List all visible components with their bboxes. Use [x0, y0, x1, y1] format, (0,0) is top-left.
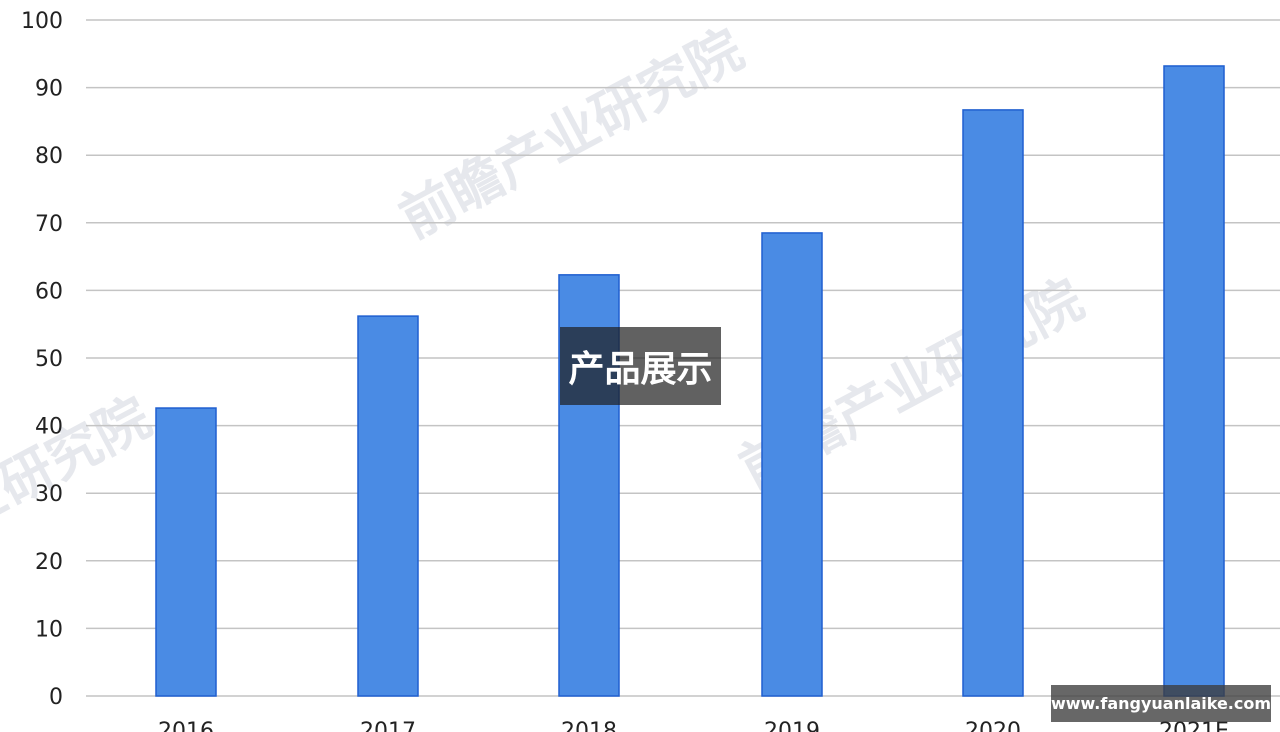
bar-2020	[962, 109, 1024, 697]
y-tick-label: 10	[35, 617, 63, 642]
x-tick-label: 2018	[561, 719, 617, 732]
y-tick-label: 30	[35, 482, 63, 507]
bar-2017	[357, 315, 419, 697]
y-tick-label: 70	[35, 212, 63, 237]
bar-2021E	[1163, 65, 1225, 697]
y-tick-label: 100	[21, 9, 63, 34]
product-showcase-label[interactable]: 产品展示	[560, 327, 721, 405]
bar-2019	[761, 232, 823, 697]
y-tick-label: 80	[35, 144, 63, 169]
x-tick-label: 2016	[158, 719, 214, 732]
x-tick-label: 2019	[764, 719, 820, 732]
y-tick-label: 0	[49, 685, 63, 710]
x-tick-label: 2021E	[1159, 719, 1229, 732]
y-tick-label: 60	[35, 279, 63, 304]
x-tick-label: 2020	[965, 719, 1021, 732]
site-url-label[interactable]: www.fangyuanlaike.com	[1051, 685, 1271, 722]
y-tick-label: 40	[35, 415, 63, 440]
y-tick-label: 90	[35, 77, 63, 102]
y-tick-label: 20	[35, 550, 63, 575]
bar-2016	[155, 407, 217, 697]
y-tick-label: 50	[35, 347, 63, 372]
x-tick-label: 2017	[360, 719, 416, 732]
